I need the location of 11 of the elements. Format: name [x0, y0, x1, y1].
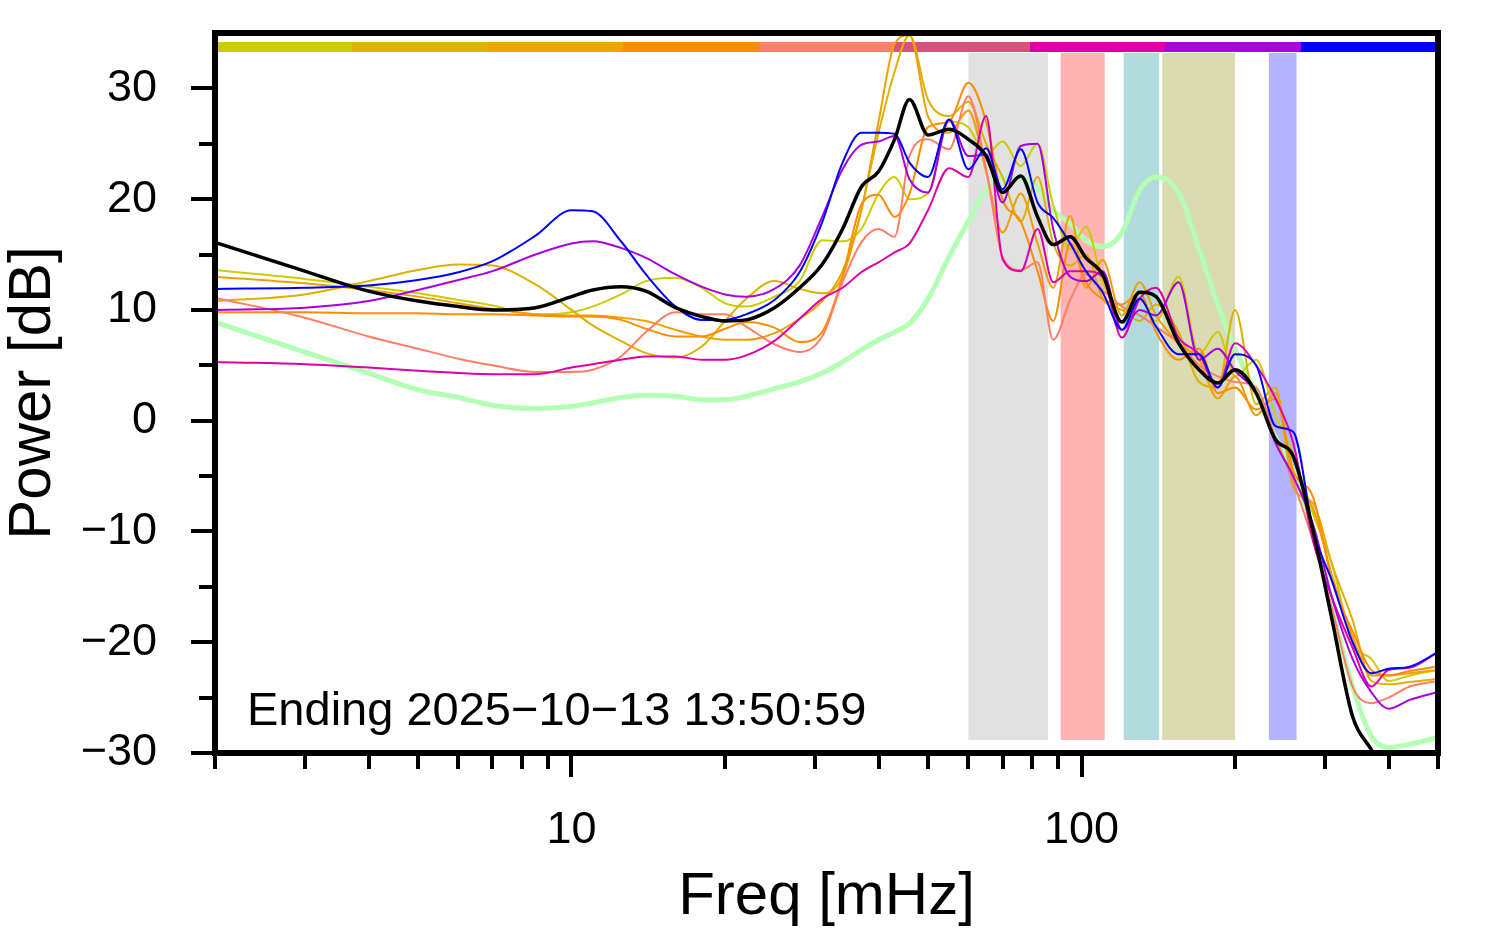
y-tick-label: 20 [106, 170, 157, 222]
y-tick-label: −30 [80, 724, 157, 776]
y-tick-label: −10 [80, 502, 157, 554]
y-tick-label: −20 [80, 613, 157, 665]
y-tick-label: 10 [106, 281, 157, 333]
x-tick-label: 100 [1043, 802, 1120, 854]
x-axis-title: Freq [mHz] [678, 859, 975, 927]
y-axis-title: Power [dB] [0, 246, 63, 540]
annotation: Ending 2025−10−13 13:50:59 [247, 682, 867, 735]
y-tick-label: 0 [131, 392, 157, 444]
y-tick-label: 30 [106, 59, 157, 111]
